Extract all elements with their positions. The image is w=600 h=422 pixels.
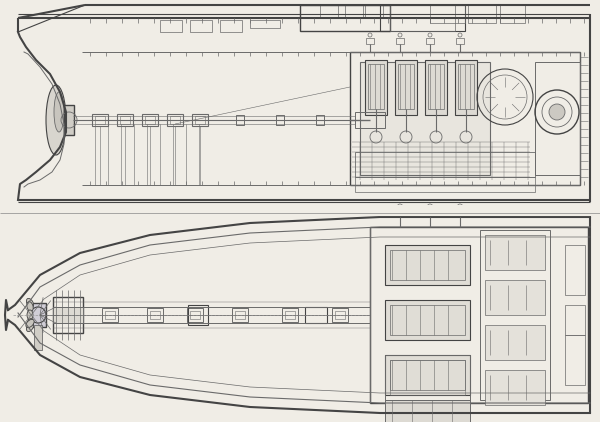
Bar (250, 20, 280, 28)
Bar (390, 250, 465, 280)
Bar (276, 115, 284, 125)
Bar (385, 400, 470, 422)
Bar (117, 114, 133, 126)
Bar (232, 308, 248, 322)
Bar (565, 335, 585, 385)
Bar (485, 280, 545, 315)
Bar (366, 38, 374, 44)
Bar (355, 112, 385, 128)
Ellipse shape (27, 310, 33, 320)
Bar (365, 60, 387, 115)
Bar (120, 116, 130, 124)
Bar (390, 360, 465, 390)
Bar (480, 230, 550, 400)
Bar (192, 114, 208, 126)
Bar (535, 62, 580, 175)
Bar (190, 311, 200, 319)
Bar (34, 325, 42, 350)
Bar (170, 116, 180, 124)
Bar (282, 308, 298, 322)
Ellipse shape (26, 322, 34, 332)
Ellipse shape (26, 298, 34, 308)
Circle shape (549, 104, 565, 120)
Bar (64, 105, 74, 135)
Bar (368, 64, 384, 109)
Bar (345, 5, 363, 17)
Bar (167, 114, 183, 126)
Bar (485, 325, 545, 360)
Ellipse shape (46, 85, 66, 155)
Bar (456, 210, 464, 217)
Bar (285, 311, 295, 319)
Bar (332, 308, 348, 322)
Bar (385, 245, 470, 285)
Bar (147, 308, 163, 322)
Bar (365, 5, 383, 17)
Ellipse shape (27, 302, 33, 311)
Bar (395, 60, 417, 115)
Bar (145, 116, 155, 124)
Ellipse shape (54, 92, 64, 132)
Bar (485, 235, 545, 270)
Bar (316, 115, 324, 125)
Bar (428, 64, 444, 109)
Bar (426, 210, 434, 217)
Ellipse shape (27, 319, 33, 328)
Bar (425, 60, 447, 115)
Bar (53, 307, 83, 323)
Bar (195, 116, 205, 124)
Bar (187, 308, 203, 322)
Bar (396, 38, 404, 44)
Bar (355, 177, 535, 192)
Bar (396, 210, 404, 217)
Bar (350, 52, 580, 185)
Bar (500, 5, 525, 23)
Bar (385, 300, 470, 340)
Bar (220, 20, 242, 32)
Bar (190, 20, 212, 32)
Bar (150, 311, 160, 319)
Bar (390, 360, 465, 395)
Bar (458, 64, 474, 109)
Bar (142, 114, 158, 126)
Bar (305, 307, 327, 323)
Bar (105, 311, 115, 319)
Bar (188, 305, 208, 325)
Bar (360, 62, 490, 175)
Bar (236, 115, 244, 125)
Bar (456, 38, 464, 44)
Bar (390, 5, 455, 31)
Bar (455, 60, 477, 115)
Bar (92, 114, 108, 126)
Bar (235, 311, 245, 319)
Bar (300, 5, 390, 31)
Bar (485, 370, 545, 405)
Bar (390, 305, 465, 335)
Bar (160, 20, 182, 32)
Bar (320, 5, 338, 17)
Bar (565, 305, 585, 335)
Bar (426, 38, 434, 44)
Bar (95, 116, 105, 124)
Bar (370, 227, 588, 403)
Bar (30, 303, 46, 327)
Bar (355, 152, 535, 177)
Bar (53, 297, 83, 333)
Bar (385, 355, 470, 400)
Bar (398, 64, 414, 109)
Ellipse shape (26, 319, 34, 327)
Bar (380, 5, 465, 31)
Bar (468, 5, 496, 23)
Bar (430, 5, 465, 23)
Bar (385, 355, 470, 395)
Bar (335, 311, 345, 319)
Bar (565, 245, 585, 295)
Bar (102, 308, 118, 322)
